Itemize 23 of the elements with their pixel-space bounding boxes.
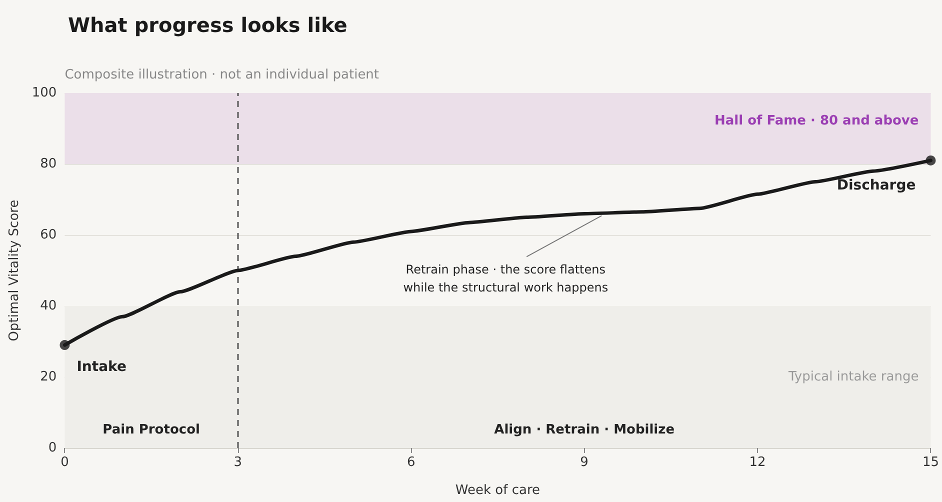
band-label: Hall of Fame · 80 and above [714, 114, 919, 128]
annotation: Pain Protocol [102, 422, 200, 438]
y-tick-label: 0 [48, 440, 57, 456]
annotation: Align · Retrain · Mobilize [494, 422, 675, 438]
y-axis-title: Optimal Vitality Score [7, 200, 22, 342]
text: Composite illustration · not an individual patient [64, 68, 380, 82]
y-tick-label: 100 [32, 86, 57, 100]
annotation: Intake [76, 359, 126, 376]
band-label: Typical intake range [787, 370, 919, 384]
annotation: Discharge [836, 177, 916, 194]
y-tick-label: 40 [40, 298, 57, 314]
chart-title: What progress looks like [68, 13, 348, 37]
x-tick-label: 0 [60, 455, 69, 470]
x-axis-title: Week of care [455, 483, 540, 498]
y-tick-label: 80 [40, 156, 57, 172]
x-tick-label: 12 [749, 455, 766, 470]
x-tick-label: 9 [580, 455, 588, 470]
x-tick-label: 3 [234, 455, 242, 470]
x-tick-label: 6 [406, 455, 416, 470]
x-tick-label: 15 [922, 455, 939, 470]
y-tick-label: 60 [40, 228, 57, 242]
y-tick-label: 20 [40, 370, 57, 384]
annotation: Retrain phase · the score flattens while the structural work happens [403, 262, 608, 295]
